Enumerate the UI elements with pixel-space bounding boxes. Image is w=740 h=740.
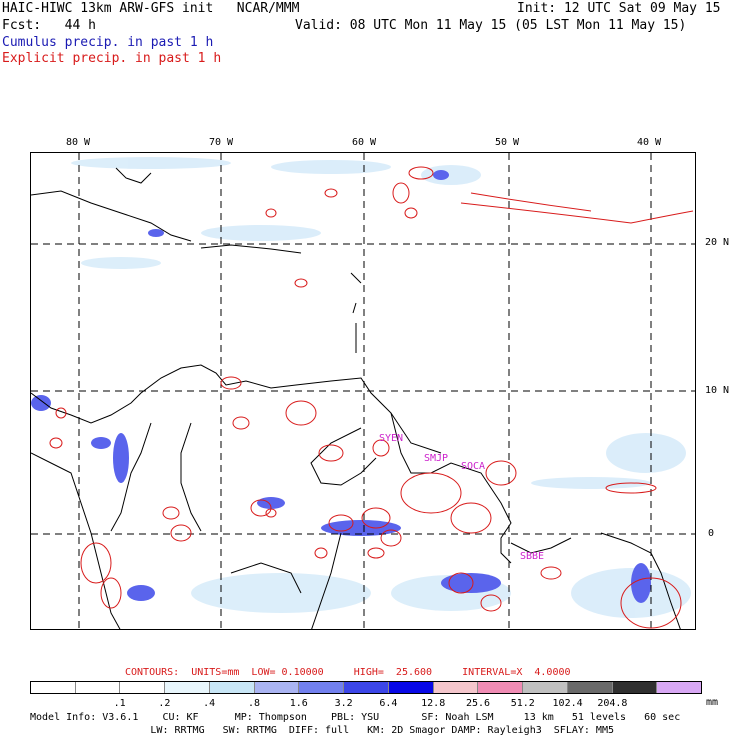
legend-cumulus-precip: Cumulus precip. in past 1 h bbox=[2, 35, 214, 50]
colorbar-tick-label: 51.2 bbox=[510, 698, 535, 709]
colorbar-tick-label: 102.4 bbox=[552, 698, 583, 709]
colorbar-tick-label: 6.4 bbox=[379, 698, 398, 709]
forecast-hour: Fcst: 44 h bbox=[2, 18, 96, 33]
station-label-sbbe: SBBE bbox=[520, 551, 545, 562]
colorbar-cell bbox=[165, 682, 210, 693]
colorbar-cell bbox=[254, 682, 300, 693]
model-info-line-2: LW: RRTMG SW: RRTMG DIFF: full KM: 2D Sm… bbox=[30, 725, 614, 736]
model-info-line-1: Model Info: V3.6.1 CU: KF MP: Thompson P… bbox=[30, 712, 681, 723]
colorbar-cell bbox=[209, 682, 255, 693]
lat-label-0: 0 bbox=[708, 528, 715, 539]
lat-label-10n: 10 N bbox=[705, 385, 730, 396]
colorbar-tick-label: 12.8 bbox=[421, 698, 446, 709]
station-label-syen: SYEN bbox=[379, 433, 404, 444]
colorbar-tick-label: 1.6 bbox=[289, 698, 308, 709]
colorbar-cell bbox=[120, 682, 166, 693]
colorbar-cell bbox=[299, 682, 345, 693]
colorbar-cell bbox=[433, 682, 479, 693]
colorbar-cell bbox=[388, 682, 434, 693]
station-label-smjp: SMJP bbox=[424, 453, 449, 464]
colorbar-tick-label: .8 bbox=[247, 698, 261, 709]
lat-label-20n: 20 N bbox=[705, 237, 730, 248]
colorbar-cell bbox=[523, 682, 568, 693]
colorbar-unit: mm bbox=[706, 697, 719, 708]
colorbar-tick-label: 25.6 bbox=[465, 698, 491, 709]
precip-map: SYEN SMJP SOCA SBBE bbox=[30, 152, 696, 630]
lon-label-80w: 80 W bbox=[66, 137, 91, 148]
colorbar-cell bbox=[657, 682, 702, 693]
lon-label-50w: 50 W bbox=[495, 137, 520, 148]
colorbar-cell bbox=[75, 682, 121, 693]
colorbar-tick-label: .2 bbox=[158, 698, 171, 709]
colorbar-cell bbox=[478, 682, 524, 693]
colorbar-tick-label: .4 bbox=[203, 698, 216, 709]
colorbar-tick-label: .1 bbox=[113, 698, 126, 709]
colorbar-tick-label: 204.8 bbox=[597, 698, 628, 709]
lon-label-60w: 60 W bbox=[352, 137, 377, 148]
legend-explicit-precip: Explicit precip. in past 1 h bbox=[2, 51, 222, 66]
colorbar-cell bbox=[344, 682, 389, 693]
colorbar-cell bbox=[567, 682, 613, 693]
explicit-precip-contours bbox=[49, 166, 694, 629]
cumulus-precip-strong bbox=[31, 170, 651, 603]
station-label-soca: SOCA bbox=[461, 461, 486, 472]
colorbar-cell bbox=[612, 682, 658, 693]
lon-label-40w: 40 W bbox=[637, 137, 662, 148]
contours-summary: CONTOURS: UNITS=mm LOW= 0.10000 HIGH= 25… bbox=[125, 667, 571, 678]
colorbar-tick-label: 3.2 bbox=[334, 698, 353, 709]
lon-label-70w: 70 W bbox=[209, 137, 234, 148]
title-line-1: HAIC-HIWC 13km ARW-GFS init NCAR/MMM bbox=[2, 1, 300, 16]
coastlines bbox=[31, 167, 681, 629]
init-time: Init: 12 UTC Sat 09 May 15 bbox=[517, 1, 721, 16]
cumulus-precip-light bbox=[71, 157, 691, 618]
precip-colorbar bbox=[30, 681, 702, 694]
lat-lon-grid bbox=[31, 153, 695, 629]
valid-time: Valid: 08 UTC Mon 11 May 15 (05 LST Mon … bbox=[295, 18, 687, 33]
map-canvas bbox=[31, 153, 695, 629]
colorbar-cell bbox=[31, 682, 76, 693]
